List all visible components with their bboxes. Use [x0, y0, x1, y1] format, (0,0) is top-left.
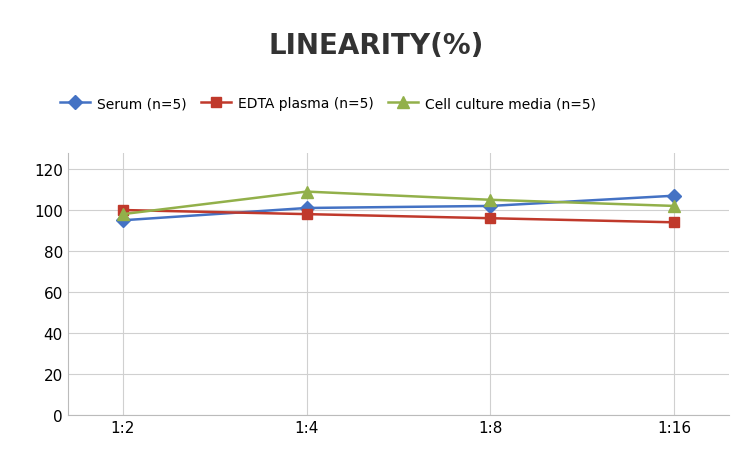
Cell culture media (n=5) — [118, 212, 127, 217]
EDTA plasma (n=5) — [302, 212, 311, 217]
Serum (n=5) — [486, 204, 495, 209]
EDTA plasma (n=5) — [670, 220, 679, 226]
Line: EDTA plasma (n=5): EDTA plasma (n=5) — [118, 206, 679, 228]
Line: Cell culture media (n=5): Cell culture media (n=5) — [117, 186, 681, 221]
Serum (n=5) — [670, 193, 679, 199]
Serum (n=5) — [302, 206, 311, 211]
Line: Serum (n=5): Serum (n=5) — [118, 191, 679, 226]
Cell culture media (n=5) — [302, 189, 311, 195]
EDTA plasma (n=5) — [118, 208, 127, 213]
Serum (n=5) — [118, 218, 127, 224]
EDTA plasma (n=5) — [486, 216, 495, 221]
Cell culture media (n=5) — [486, 198, 495, 203]
Text: LINEARITY(%): LINEARITY(%) — [268, 32, 484, 60]
Cell culture media (n=5) — [670, 204, 679, 209]
Legend: Serum (n=5), EDTA plasma (n=5), Cell culture media (n=5): Serum (n=5), EDTA plasma (n=5), Cell cul… — [59, 97, 596, 111]
